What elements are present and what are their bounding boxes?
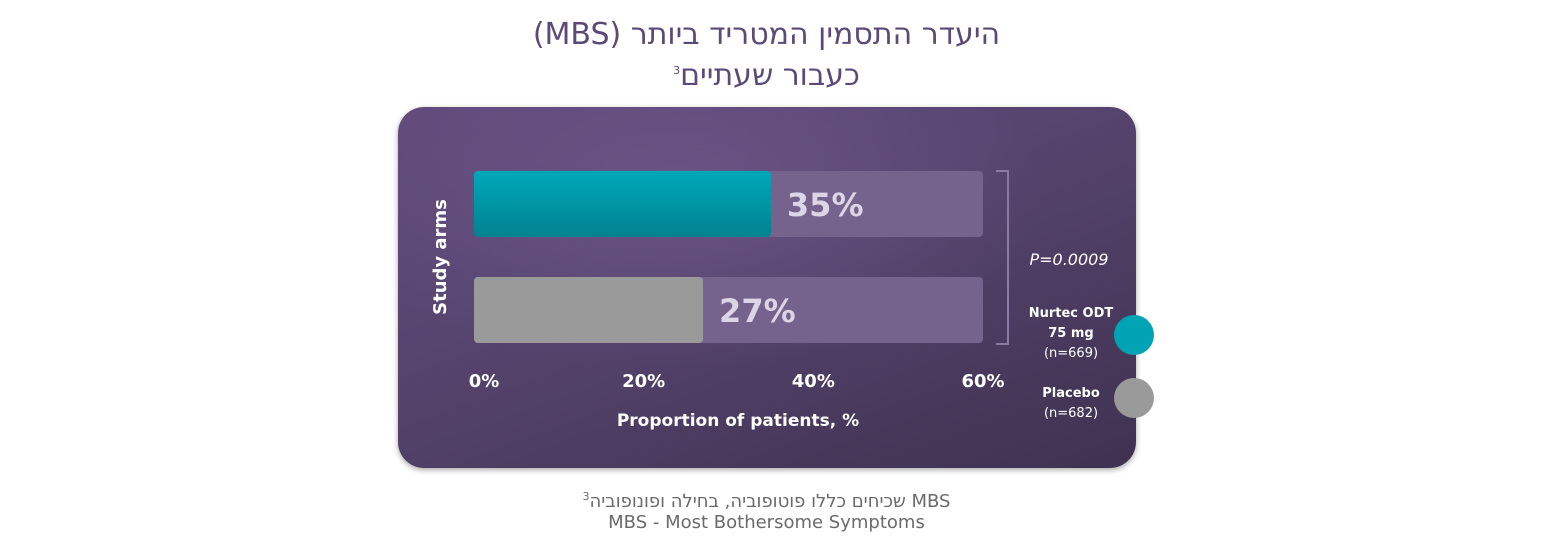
- legend-count: (n=669): [1044, 346, 1098, 361]
- title-footnote-marker: 3: [673, 64, 681, 77]
- x-axis-label: Proportion of patients, %: [617, 411, 859, 431]
- legend-label: 75 mg: [1048, 326, 1093, 341]
- bar-value-label: 27%: [719, 292, 796, 330]
- footnote-mbs-definition: MBS - Most Bothersome Symptoms: [608, 512, 925, 533]
- x-tick-label: 60%: [961, 371, 1004, 392]
- footnote-mbs-types: MBS שכיחים כללו פוטופוביה, בחילה ופונופו…: [582, 490, 951, 512]
- legend-count: (n=682): [1044, 406, 1098, 421]
- legend-label: Placebo: [1042, 386, 1100, 401]
- bar-value-label: 35%: [787, 186, 864, 224]
- legend-swatch: [1114, 378, 1154, 418]
- bar: [474, 277, 704, 343]
- bar: [474, 171, 771, 237]
- footnote-marker: 3: [582, 490, 590, 503]
- legend-swatch: [1114, 315, 1154, 355]
- y-axis-label: Study arms: [430, 199, 451, 315]
- chart-subtitle: כעבור שעתיים3: [673, 58, 860, 93]
- legend-label: Nurtec ODT: [1029, 306, 1114, 321]
- p-value-label: P=0.0009: [1029, 250, 1108, 269]
- chart-title: היעדר התסמין המטריד ביותר (MBS): [532, 17, 1001, 52]
- x-tick-label: 40%: [792, 371, 835, 392]
- x-tick-label: 0%: [469, 371, 500, 392]
- significance-bracket: [996, 170, 1009, 345]
- x-tick-label: 20%: [622, 371, 665, 392]
